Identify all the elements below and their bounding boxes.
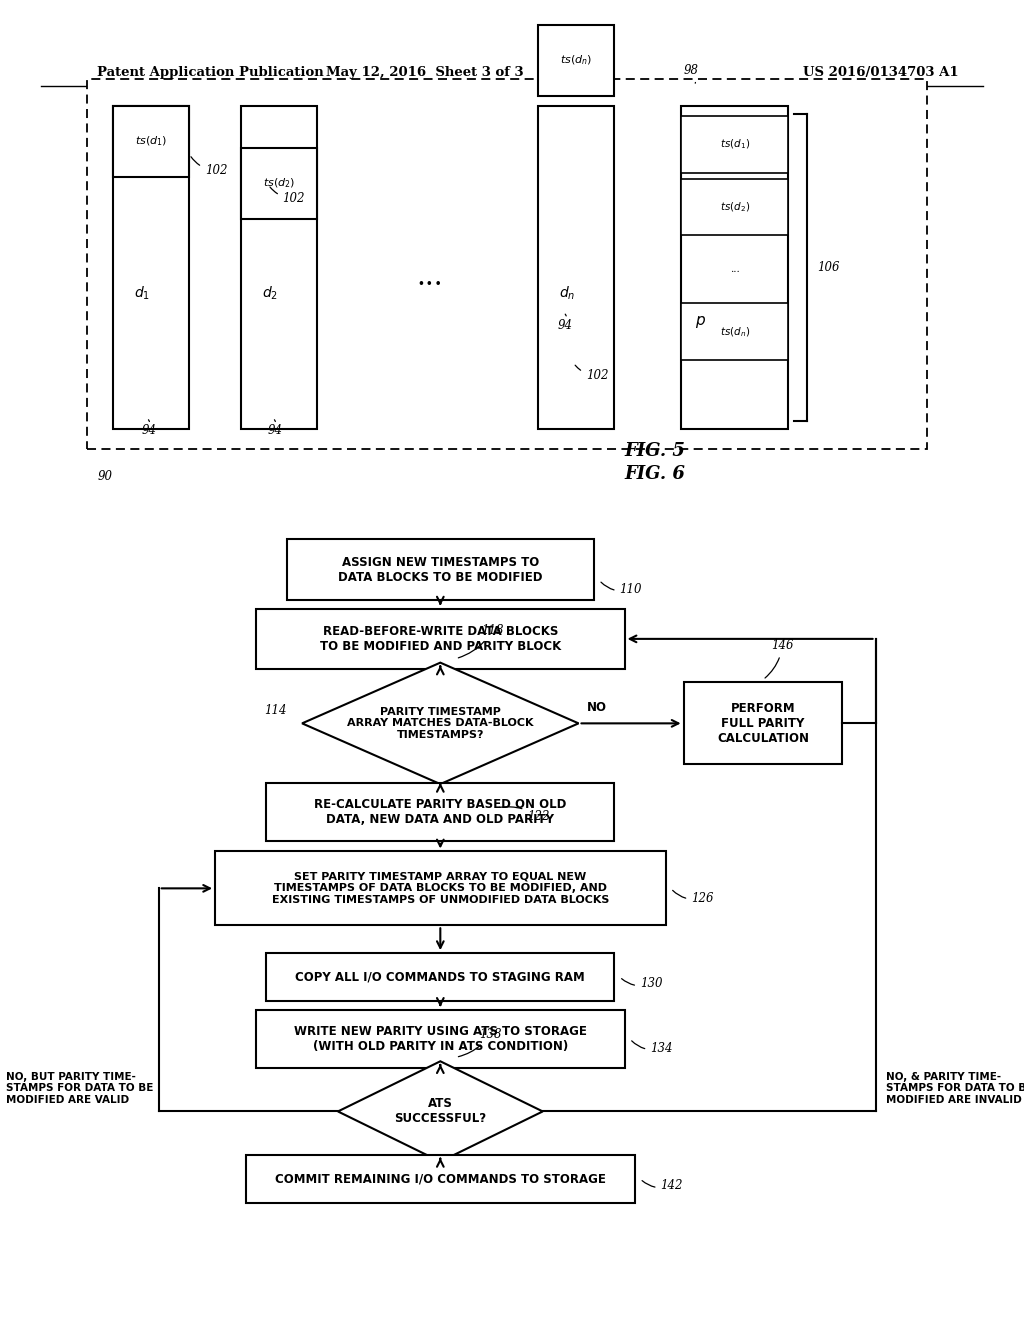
- Text: RE-CALCULATE PARITY BASED ON OLD
DATA, NEW DATA AND OLD PARITY: RE-CALCULATE PARITY BASED ON OLD DATA, N…: [314, 797, 566, 826]
- Text: 114: 114: [264, 704, 287, 717]
- Text: COMMIT REMAINING I/O COMMANDS TO STORAGE: COMMIT REMAINING I/O COMMANDS TO STORAGE: [274, 1172, 606, 1185]
- Text: $ts(d_1)$: $ts(d_1)$: [135, 135, 167, 148]
- Text: PARITY TIMESTAMP
ARRAY MATCHES DATA-BLOCK
TIMESTAMPS?: PARITY TIMESTAMP ARRAY MATCHES DATA-BLOC…: [347, 706, 534, 741]
- Bar: [287, 539, 594, 599]
- Text: ...: ...: [417, 264, 443, 290]
- Text: 134: 134: [632, 1041, 673, 1055]
- Bar: [681, 106, 788, 429]
- Bar: [87, 79, 927, 449]
- Polygon shape: [338, 1061, 543, 1162]
- Text: NO: NO: [587, 701, 607, 714]
- Text: FIG. 6: FIG. 6: [625, 465, 685, 483]
- Text: 122: 122: [500, 807, 550, 822]
- Bar: [113, 106, 189, 429]
- Text: 130: 130: [622, 977, 663, 990]
- Text: $d_n$: $d_n$: [559, 285, 574, 302]
- Text: WRITE NEW PARITY USING ATS TO STORAGE
(WITH OLD PARITY IN ATS CONDITION): WRITE NEW PARITY USING ATS TO STORAGE (W…: [294, 1024, 587, 1053]
- Text: US 2016/0134703 A1: US 2016/0134703 A1: [803, 66, 958, 79]
- Polygon shape: [302, 663, 579, 784]
- Bar: [246, 1155, 635, 1203]
- Text: 94: 94: [558, 314, 573, 331]
- Text: May 12, 2016  Sheet 3 of 3: May 12, 2016 Sheet 3 of 3: [327, 66, 523, 79]
- Text: Patent Application Publication: Patent Application Publication: [97, 66, 324, 79]
- Text: ASSIGN NEW TIMESTAMPS TO
DATA BLOCKS TO BE MODIFIED: ASSIGN NEW TIMESTAMPS TO DATA BLOCKS TO …: [338, 556, 543, 583]
- Text: 94: 94: [141, 420, 157, 437]
- Text: 138: 138: [459, 1027, 502, 1057]
- Text: $ts(d_1)$: $ts(d_1)$: [720, 137, 750, 152]
- Text: 106: 106: [817, 261, 840, 273]
- Bar: [241, 148, 317, 219]
- Text: ATS
SUCCESSFUL?: ATS SUCCESSFUL?: [394, 1097, 486, 1126]
- Bar: [684, 682, 842, 764]
- Bar: [681, 116, 788, 173]
- Bar: [241, 106, 317, 429]
- Bar: [681, 304, 788, 360]
- Text: 102: 102: [270, 187, 305, 205]
- Text: 126: 126: [673, 891, 714, 904]
- Text: $ts(d_2)$: $ts(d_2)$: [720, 201, 750, 214]
- Text: $ts(d_n)$: $ts(d_n)$: [720, 325, 750, 338]
- Text: SET PARITY TIMESTAMP ARRAY TO EQUAL NEW
TIMESTAMPS OF DATA BLOCKS TO BE MODIFIED: SET PARITY TIMESTAMP ARRAY TO EQUAL NEW …: [271, 871, 609, 906]
- Text: NO, & PARITY TIME-
STAMPS FOR DATA TO BE
MODIFIED ARE INVALID: NO, & PARITY TIME- STAMPS FOR DATA TO BE…: [886, 1072, 1024, 1105]
- Bar: [681, 178, 788, 235]
- Text: 90: 90: [97, 470, 113, 483]
- Text: FIG. 5: FIG. 5: [625, 442, 685, 461]
- Text: 146: 146: [765, 639, 794, 678]
- Text: $p$: $p$: [695, 314, 706, 330]
- Text: READ-BEFORE-WRITE DATA BLOCKS
TO BE MODIFIED AND PARITY BLOCK: READ-BEFORE-WRITE DATA BLOCKS TO BE MODI…: [319, 624, 561, 653]
- Text: 102: 102: [575, 366, 608, 381]
- Text: PERFORM
FULL PARITY
CALCULATION: PERFORM FULL PARITY CALCULATION: [717, 702, 809, 744]
- Bar: [256, 1010, 625, 1068]
- Text: $ts(d_n)$: $ts(d_n)$: [560, 54, 592, 67]
- Bar: [266, 953, 614, 1001]
- Text: COPY ALL I/O COMMANDS TO STAGING RAM: COPY ALL I/O COMMANDS TO STAGING RAM: [296, 970, 585, 983]
- Text: $ts(d_2)$: $ts(d_2)$: [263, 177, 295, 190]
- Text: 142: 142: [642, 1179, 683, 1192]
- Text: YES: YES: [451, 1171, 475, 1184]
- Bar: [538, 25, 614, 96]
- Text: ...: ...: [730, 265, 739, 273]
- Text: NO, BUT PARITY TIME-
STAMPS FOR DATA TO BE
MODIFIED ARE VALID: NO, BUT PARITY TIME- STAMPS FOR DATA TO …: [6, 1072, 154, 1105]
- Bar: [538, 106, 614, 429]
- Text: YES: YES: [451, 795, 475, 808]
- Text: 118: 118: [459, 623, 504, 657]
- Text: $d_1$: $d_1$: [134, 285, 150, 302]
- Text: 98: 98: [684, 63, 699, 83]
- Text: 110: 110: [601, 582, 642, 597]
- Bar: [256, 609, 625, 669]
- Text: 94: 94: [267, 420, 283, 437]
- Text: $d_2$: $d_2$: [262, 285, 278, 302]
- Text: 102: 102: [191, 157, 227, 177]
- Bar: [215, 851, 666, 925]
- Bar: [113, 106, 189, 177]
- Bar: [266, 783, 614, 841]
